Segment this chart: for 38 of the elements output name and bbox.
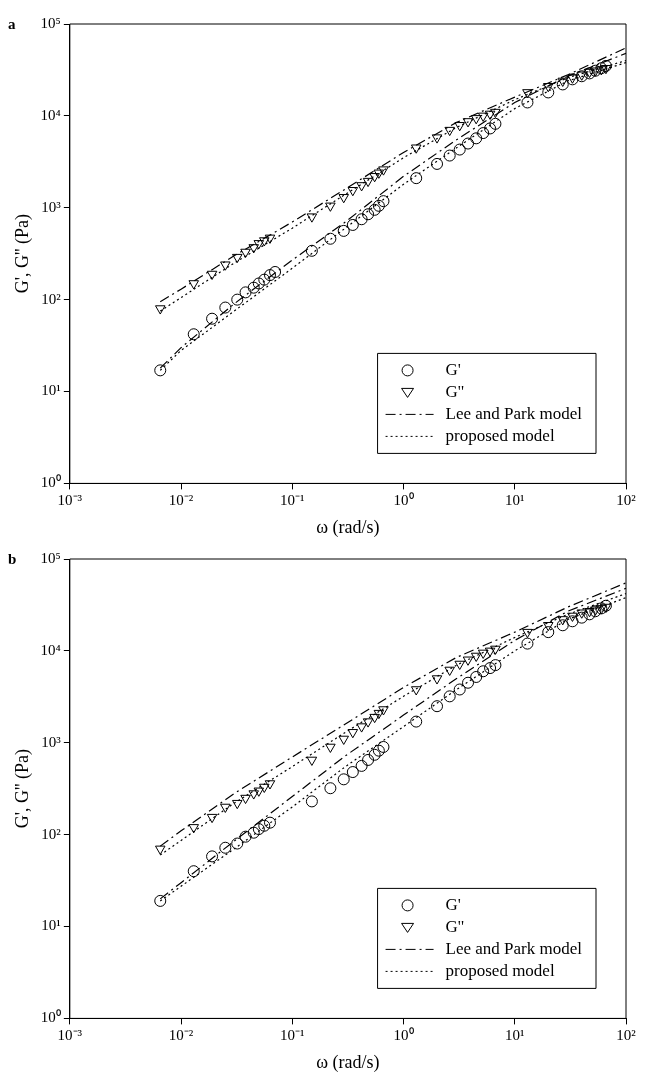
legend-label: proposed model — [445, 960, 555, 980]
x-tick-label: 10⁰ — [393, 492, 414, 509]
chart-title: b — [8, 550, 17, 567]
y-tick-label: 10³ — [41, 733, 62, 750]
x-tick-label: 10⁻² — [168, 1027, 194, 1044]
x-tick-label: 10⁻¹ — [280, 492, 305, 509]
legend-label: Lee and Park model — [445, 403, 583, 423]
y-tick-label: 10⁰ — [40, 1009, 61, 1026]
legend-label: proposed model — [445, 425, 555, 445]
y-tick-label: 10¹ — [41, 382, 61, 399]
x-axis-title: ω (rad/s) — [316, 516, 380, 538]
x-tick-label: 10¹ — [505, 492, 525, 509]
y-tick-label: 10⁴ — [40, 641, 61, 658]
x-tick-label: 10⁻³ — [57, 492, 83, 509]
y-tick-label: 10³ — [41, 198, 62, 215]
y-tick-label: 10⁵ — [40, 14, 61, 31]
x-tick-label: 10⁻² — [168, 492, 194, 509]
y-axis-title: G', G'' (Pa) — [11, 749, 33, 829]
x-tick-label: 10⁰ — [393, 1027, 414, 1044]
y-tick-label: 10² — [41, 290, 62, 307]
y-tick-label: 10⁴ — [40, 106, 61, 123]
x-axis-title: ω (rad/s) — [316, 1051, 380, 1073]
x-tick-label: 10² — [616, 492, 637, 509]
y-tick-label: 10⁵ — [40, 549, 61, 566]
chart-title: a — [8, 15, 16, 32]
legend-label: Lee and Park model — [445, 938, 583, 958]
x-tick-label: 10⁻¹ — [280, 1027, 305, 1044]
legend-label: G'' — [445, 916, 464, 936]
legend-label: G'' — [445, 381, 464, 401]
y-tick-label: 10² — [41, 825, 62, 842]
y-tick-label: 10¹ — [41, 917, 61, 934]
x-tick-label: 10² — [616, 1027, 637, 1044]
y-tick-label: 10⁰ — [40, 474, 61, 491]
legend-label: G' — [445, 894, 461, 914]
x-tick-label: 10¹ — [505, 1027, 525, 1044]
y-axis-title: G', G'' (Pa) — [11, 214, 33, 294]
legend-label: G' — [445, 359, 461, 379]
x-tick-label: 10⁻³ — [57, 1027, 83, 1044]
